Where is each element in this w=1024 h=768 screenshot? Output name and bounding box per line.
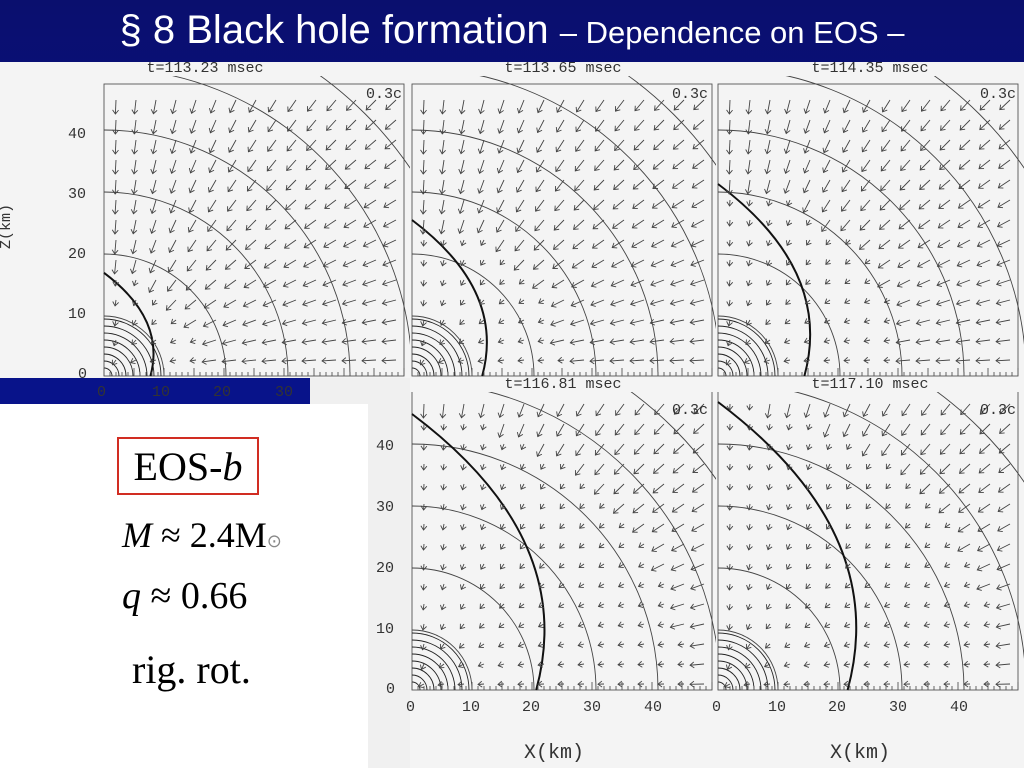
mass-formula: M ≈ 2.4M⊙ [122,514,282,556]
plot-panel-4-figure [411,378,716,691]
bottom-xtick-10: 10 [462,699,481,716]
simulation-drawing [717,62,1024,377]
bottom-ytick-30: 30 [376,499,395,516]
slide-title: § 8 Black hole formation – Dependence on… [0,8,1024,53]
bottom-xtick2-0: 0 [712,699,722,716]
slide-title-main: § 8 Black hole formation [119,8,560,52]
bottom-ytick-0: 0 [386,681,396,698]
plot-panel-2: t=113.65 msec 0.3c [410,62,716,378]
bottom-xtick2-40: 40 [950,699,969,716]
q-formula: q ≈ 0.66 [122,574,247,618]
panel-3-velocity-scale: 0.3c [979,86,1016,103]
mass-symbol: M [122,515,152,555]
top-ytick-40: 40 [68,126,87,143]
panel-4-velocity-scale: 0.3c [671,402,708,419]
panel-3-time: t=114.35 msec [716,62,1024,76]
plot-panel-3-figure [717,62,1024,377]
rotation-text: rig. rot. [132,647,251,692]
panel-1-velocity-scale: 0.3c [365,86,402,103]
x-axis-label-2: X(km) [830,742,891,765]
panel-5-time: t=117.10 msec [716,378,1024,392]
plot-panel-5-figure [717,378,1024,691]
top-ytick-0: 0 [78,366,88,383]
eos-label-box: EOS-b [117,437,259,495]
y-axis-label: Z(km) [0,203,16,250]
simulation-drawing [717,378,1024,691]
q-value: ≈ 0.66 [150,575,248,617]
bottom-xtick-40: 40 [644,699,663,716]
panel-5-velocity-scale: 0.3c [979,402,1016,419]
bottom-ytick-40: 40 [376,438,395,455]
bottom-xtick-0: 0 [406,699,416,716]
panel-1-time: t=113.23 msec [0,62,410,76]
simulation-drawing [411,62,716,377]
bottom-xtick2-30: 30 [889,699,908,716]
bottom-xtick-20: 20 [522,699,541,716]
plot-panel-4: t=116.81 msec 0.3c [410,378,716,768]
plot-panel-3: t=114.35 msec 0.3c [716,62,1024,378]
top-ytick-30: 30 [68,186,87,203]
bottom-xtick2-20: 20 [828,699,847,716]
panel-2-time: t=113.65 msec [410,62,716,76]
panel-4-time: t=116.81 msec [410,378,716,392]
bottom-ytick-20: 20 [376,560,395,577]
eos-variable: b [222,444,243,489]
top-xtick-0: 0 [97,384,107,401]
eos-label: EOS- [133,444,223,489]
bottom-xtick2-10: 10 [768,699,787,716]
top-ytick-20: 20 [68,246,87,263]
top-xtick-30: 30 [275,384,294,401]
q-symbol: q [122,575,141,617]
bottom-xtick-30: 30 [583,699,602,716]
slide-title-sub: – Dependence on EOS – [559,15,905,50]
simulation-drawing [411,378,716,691]
solar-mass-symbol: ⊙ [266,531,282,551]
plot-panel-2-figure [411,62,716,377]
bottom-ytick-10: 10 [376,621,395,638]
plot-panel-1-figure [103,62,410,377]
panel-2-velocity-scale: 0.3c [671,86,708,103]
plot-panel-1: t=113.23 msec 0.3c [0,62,410,378]
top-xtick-20: 20 [213,384,232,401]
top-ytick-10: 10 [68,306,87,323]
simulation-drawing [103,62,410,377]
top-xtick-10: 10 [152,384,171,401]
mass-value: ≈ 2.4M [161,515,267,555]
x-axis-label-1: X(km) [524,742,585,765]
plot-panel-5: t=117.10 msec 0.3c [716,378,1024,768]
